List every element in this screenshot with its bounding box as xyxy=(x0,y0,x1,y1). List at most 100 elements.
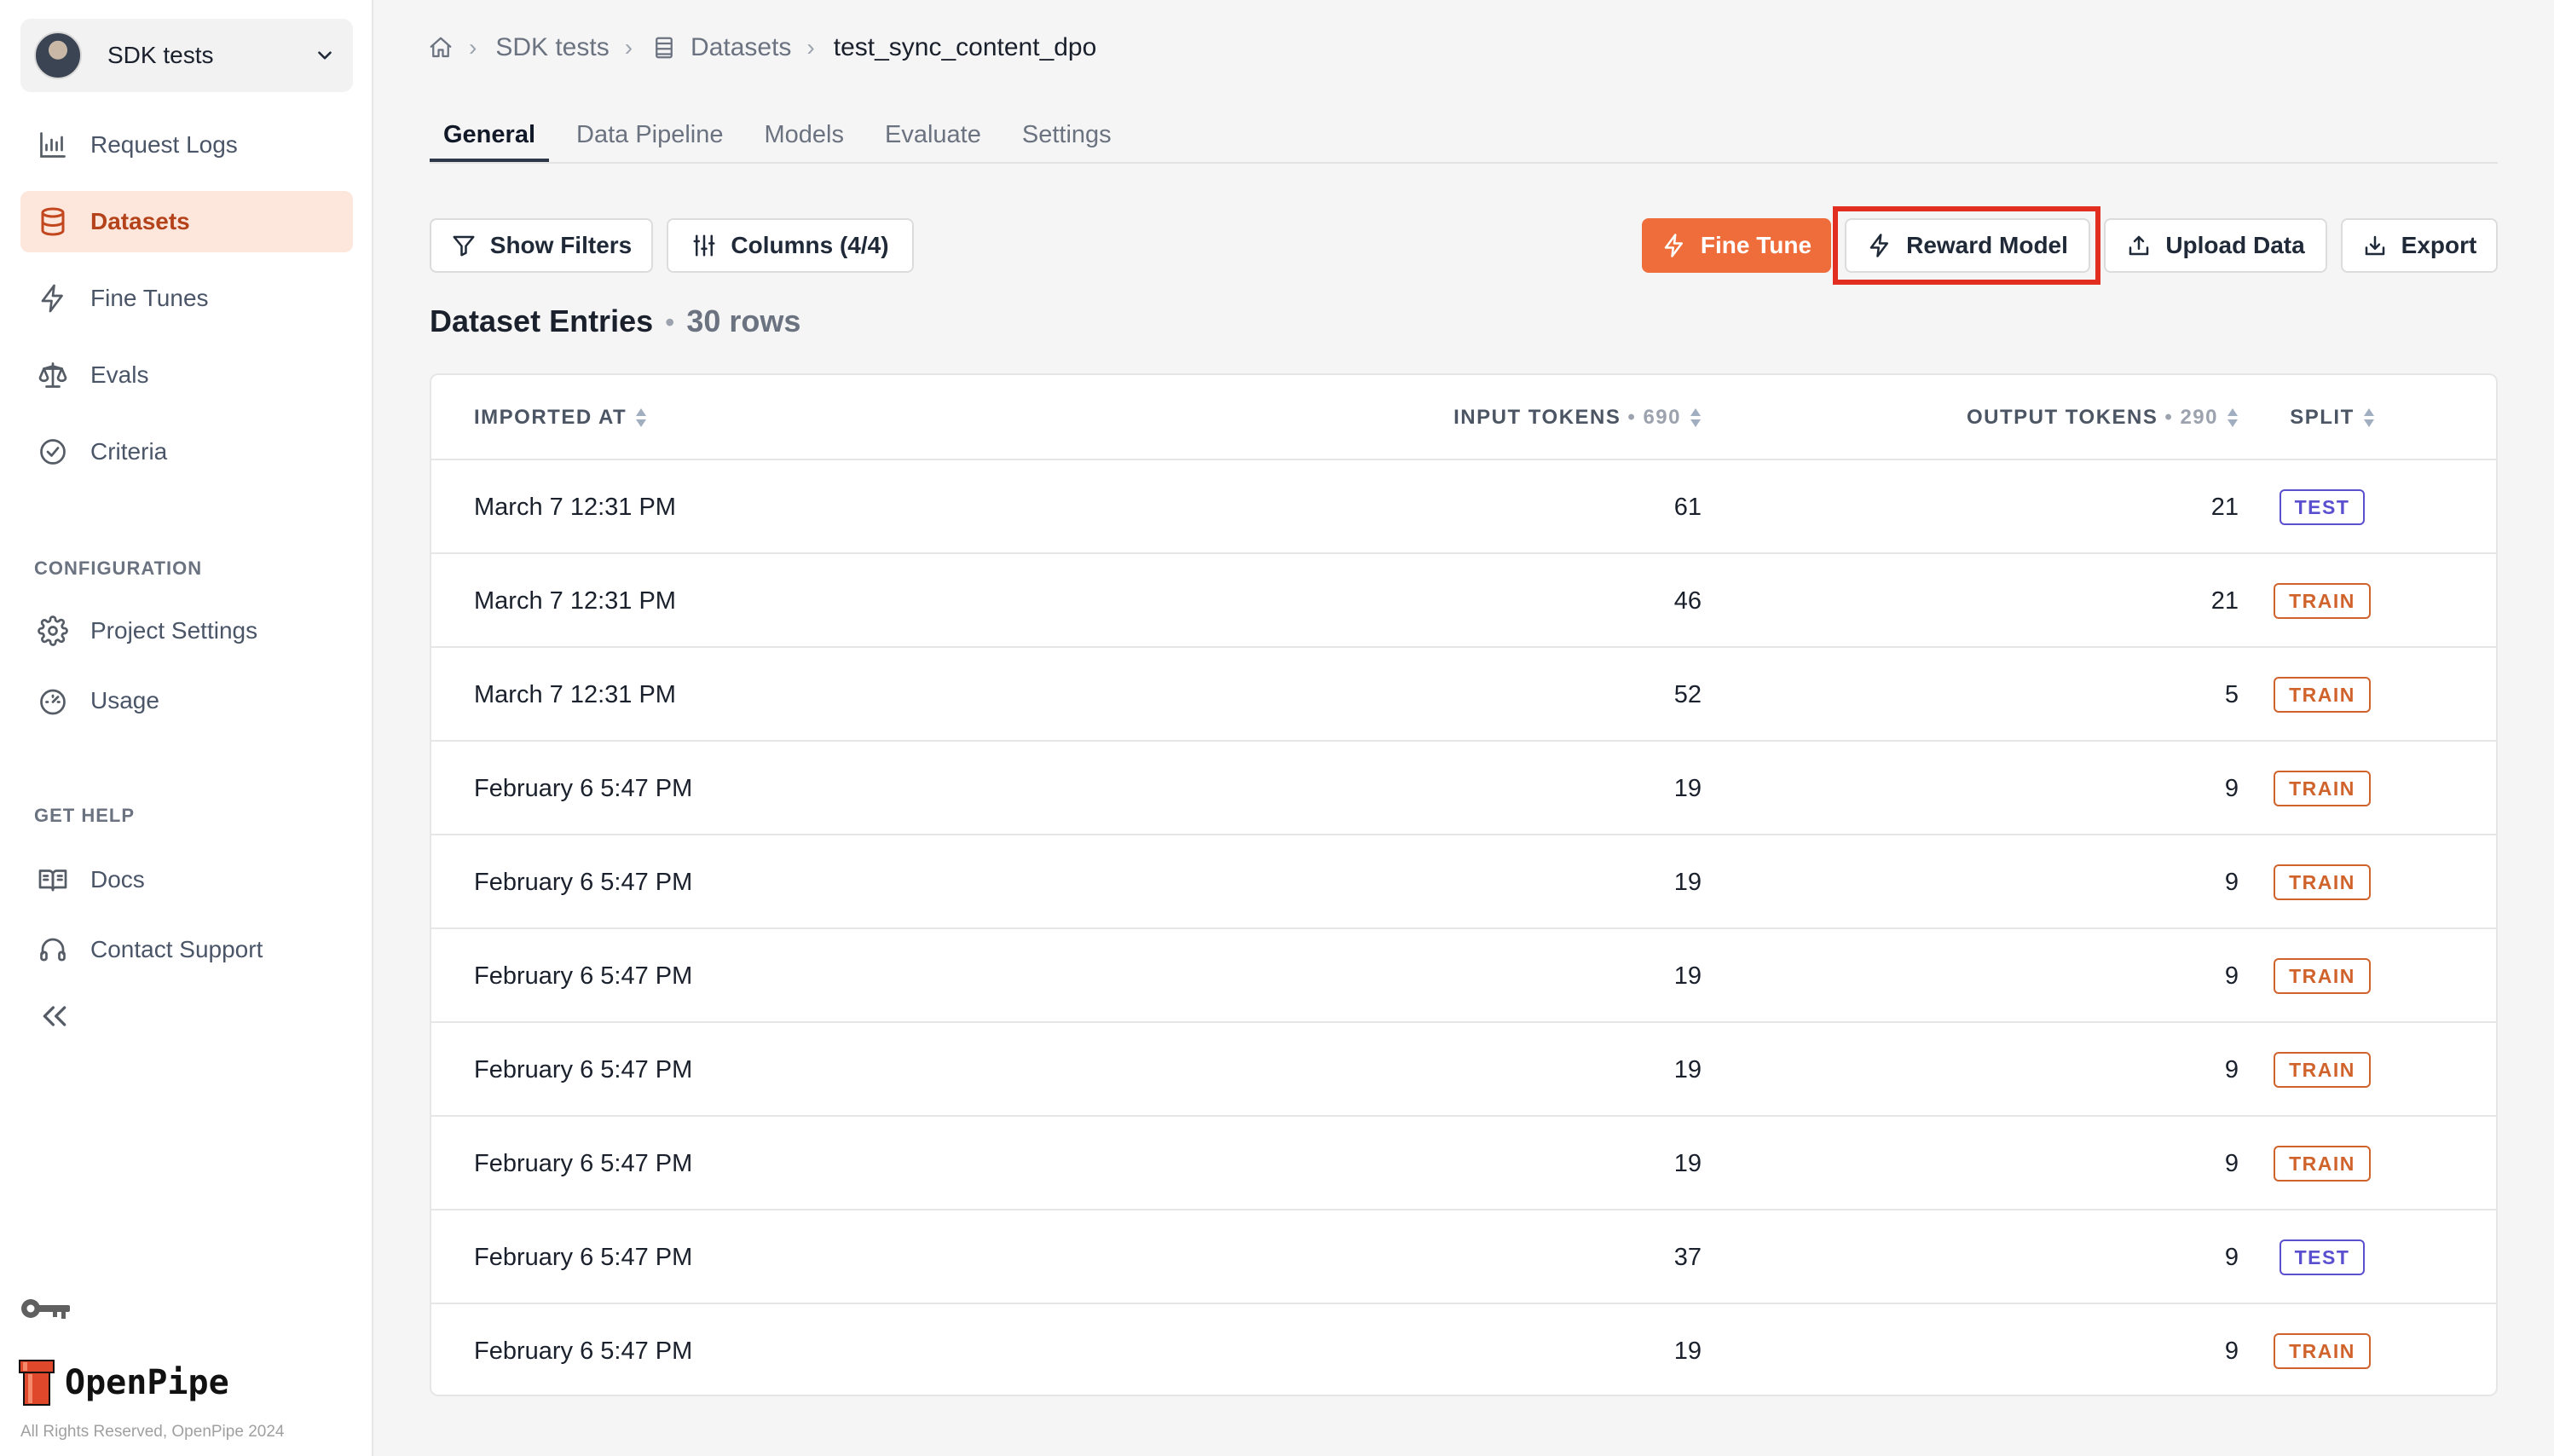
sidebar-item-fine-tunes[interactable]: Fine Tunes xyxy=(20,268,353,329)
project-switcher[interactable]: SDK tests xyxy=(20,19,353,92)
sidebar: SDK tests Request Logs Datasets Fine Tun… xyxy=(0,0,373,1456)
split-cell: TRAIN xyxy=(2194,648,2450,742)
split-cell: TEST xyxy=(2194,460,2450,554)
imported-at-cell: February 6 5:47 PM xyxy=(474,1337,693,1365)
show-filters-label: Show Filters xyxy=(489,232,633,258)
imported-at-cell: March 7 12:31 PM xyxy=(474,586,676,615)
column-header-output-tokens[interactable]: OUTPUT TOKENS • 290 xyxy=(1727,375,2239,460)
input-tokens-cell: 19 xyxy=(1673,1055,1702,1083)
sidebar-item-usage[interactable]: Usage xyxy=(20,670,353,731)
fine-tune-button[interactable]: Fine Tune xyxy=(1642,218,1831,273)
sidebar-item-contact-support[interactable]: Contact Support xyxy=(20,919,353,980)
split-badge: TRAIN xyxy=(2274,958,2371,994)
table-row[interactable]: February 6 5:47 PM 19 9 TRAIN xyxy=(431,929,2496,1023)
tab-evaluate[interactable]: Evaluate xyxy=(885,121,981,148)
input-tokens-cell: 19 xyxy=(1673,1337,1702,1365)
split-badge: TRAIN xyxy=(2274,1146,2371,1182)
sidebar-item-label: Project Settings xyxy=(90,617,258,644)
sidebar-item-criteria[interactable]: Criteria xyxy=(20,421,353,482)
tab-general[interactable]: General xyxy=(430,116,549,162)
row-count: 30 rows xyxy=(686,303,801,338)
breadcrumb-separator: › xyxy=(624,34,633,61)
sidebar-item-evals[interactable]: Evals xyxy=(20,344,353,406)
tab-models[interactable]: Models xyxy=(764,121,845,148)
split-badge: TEST xyxy=(2279,1239,2366,1275)
brand-name: OpenPipe xyxy=(65,1363,229,1402)
columns-button[interactable]: Columns (4/4) xyxy=(667,218,914,273)
sidebar-item-project-settings[interactable]: Project Settings xyxy=(20,600,353,662)
export-label: Export xyxy=(2401,232,2477,258)
imported-at-cell: March 7 12:31 PM xyxy=(474,493,676,521)
split-cell: TRAIN xyxy=(2194,554,2450,648)
lightning-icon xyxy=(1664,234,1683,257)
imported-at-cell: February 6 5:47 PM xyxy=(474,1243,693,1271)
reward-model-label: Reward Model xyxy=(1906,232,2068,258)
breadcrumb-separator: › xyxy=(806,34,815,61)
scale-icon xyxy=(38,362,67,388)
sidebar-item-label: Usage xyxy=(90,687,159,714)
split-cell: TRAIN xyxy=(2194,835,2450,929)
sidebar-item-request-logs[interactable]: Request Logs xyxy=(20,114,353,176)
separator-dot: • xyxy=(665,307,675,338)
table-row[interactable]: February 6 5:47 PM 19 9 TRAIN xyxy=(431,742,2496,835)
sidebar-item-label: Datasets xyxy=(90,208,190,234)
output-tokens-cell: 9 xyxy=(2224,1337,2239,1365)
table-row[interactable]: March 7 12:31 PM 61 21 TEST xyxy=(431,460,2496,554)
output-tokens-cell: 9 xyxy=(2224,1055,2239,1083)
table-row[interactable]: March 7 12:31 PM 46 21 TRAIN xyxy=(431,554,2496,648)
filter-icon xyxy=(453,235,475,257)
configuration-nav: Project Settings Usage xyxy=(20,600,353,731)
split-cell: TRAIN xyxy=(2194,1117,2450,1210)
table-row[interactable]: February 6 5:47 PM 19 9 TRAIN xyxy=(431,835,2496,929)
table-row[interactable]: February 6 5:47 PM 37 9 TEST xyxy=(431,1210,2496,1304)
table-row[interactable]: February 6 5:47 PM 19 9 TRAIN xyxy=(431,1023,2496,1117)
openpipe-logo: OpenPipe xyxy=(19,1359,229,1407)
home-icon[interactable] xyxy=(428,35,454,61)
dataset-entries-table: IMPORTED AT INPUT TOKENS • 690 OUTPUT TO… xyxy=(430,373,2498,1396)
sidebar-item-datasets[interactable]: Datasets xyxy=(20,191,353,252)
key-icon[interactable] xyxy=(19,1294,73,1323)
imported-at-cell: February 6 5:47 PM xyxy=(474,774,693,802)
split-badge: TRAIN xyxy=(2274,771,2371,806)
output-tokens-cell: 9 xyxy=(2224,868,2239,896)
split-cell: TRAIN xyxy=(2194,929,2450,1023)
split-badge: TRAIN xyxy=(2274,1052,2371,1088)
sidebar-item-docs[interactable]: Docs xyxy=(20,849,353,910)
tab-settings[interactable]: Settings xyxy=(1021,121,1112,148)
lightning-icon xyxy=(41,284,63,313)
output-tokens-cell: 21 xyxy=(2210,493,2239,521)
collapse-sidebar-icon[interactable] xyxy=(38,999,72,1033)
sidebar-item-label: Request Logs xyxy=(90,131,238,158)
table-row[interactable]: February 6 5:47 PM 19 9 TRAIN xyxy=(431,1117,2496,1210)
breadcrumb: › SDK tests › Datasets › test_sync_conte… xyxy=(428,29,1096,66)
upload-icon xyxy=(2129,235,2149,256)
export-button[interactable]: Export xyxy=(2341,218,2498,273)
breadcrumb-datasets[interactable]: Datasets xyxy=(691,33,792,61)
input-tokens-total: • 690 xyxy=(1627,406,1681,429)
highlight-box xyxy=(1833,206,2100,285)
upload-data-button[interactable]: Upload Data xyxy=(2104,218,2327,273)
show-filters-button[interactable]: Show Filters xyxy=(430,218,653,273)
header-label: IMPORTED AT xyxy=(474,406,627,429)
column-header-imported-at[interactable]: IMPORTED AT xyxy=(474,375,647,460)
book-icon xyxy=(38,870,67,892)
database-icon xyxy=(41,207,65,236)
imported-at-cell: March 7 12:31 PM xyxy=(474,680,676,708)
breadcrumb-separator: › xyxy=(469,34,477,61)
gear-icon xyxy=(38,615,68,646)
sort-icon xyxy=(1690,408,1701,427)
table-row[interactable]: February 6 5:47 PM 19 9 TRAIN xyxy=(431,1304,2496,1398)
column-header-input-tokens[interactable]: INPUT TOKENS • 690 xyxy=(1228,375,1702,460)
sidebar-item-label: Criteria xyxy=(90,438,168,465)
tab-data-pipeline[interactable]: Data Pipeline xyxy=(576,121,724,148)
dataset-table-icon xyxy=(656,37,673,59)
reward-model-button[interactable]: Reward Model xyxy=(1845,218,2090,273)
copyright-text: All Rights Reserved, OpenPipe 2024 xyxy=(20,1423,285,1441)
breadcrumb-project[interactable]: SDK tests xyxy=(495,33,610,61)
input-tokens-cell: 19 xyxy=(1673,774,1702,802)
table-row[interactable]: March 7 12:31 PM 52 5 TRAIN xyxy=(431,648,2496,742)
chevron-down-icon xyxy=(318,51,332,60)
input-tokens-cell: 46 xyxy=(1673,586,1702,615)
output-tokens-cell: 9 xyxy=(2224,1243,2239,1271)
column-header-split[interactable]: SPLIT xyxy=(2204,375,2460,460)
